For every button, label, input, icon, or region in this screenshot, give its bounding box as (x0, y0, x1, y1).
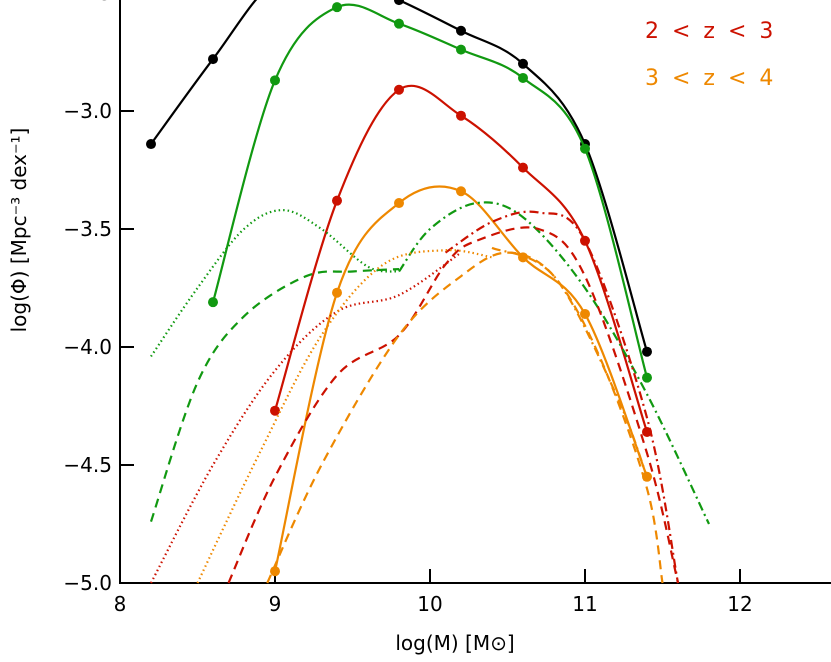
y-tick-label: −2.5 (63, 0, 112, 5)
x-axis-label: log(M) [M⊙] (395, 631, 514, 655)
series-line (273, 185, 649, 572)
series-line (150, 0, 649, 353)
point (332, 287, 342, 298)
point (456, 110, 466, 121)
x-tick-label: 9 (269, 592, 282, 616)
point (580, 308, 590, 319)
series-line (444, 210, 680, 584)
point (270, 75, 280, 86)
point (642, 346, 652, 357)
point (394, 198, 404, 209)
series-line (266, 251, 664, 584)
point (394, 0, 404, 6)
point (208, 54, 218, 65)
series-line (398, 201, 710, 525)
x-tick-label: 8 (114, 592, 127, 616)
point (332, 2, 342, 13)
point (580, 235, 590, 246)
y-tick-label: −3.0 (63, 99, 112, 123)
series-line (211, 3, 649, 378)
y-axis-label: log(Φ) [Mpc⁻³ dex⁻¹] (7, 128, 31, 333)
point (332, 195, 342, 206)
point (270, 405, 280, 416)
point (642, 372, 652, 383)
x-tick-label: 10 (417, 592, 442, 616)
y-tick-label: −4.5 (63, 453, 112, 477)
y-tick-label: −3.5 (63, 217, 112, 241)
series-line (149, 268, 400, 522)
point (394, 18, 404, 29)
x-tick-label: 11 (572, 592, 597, 616)
point (518, 162, 528, 173)
y-tick-label: −4.0 (63, 335, 112, 359)
point (580, 143, 590, 154)
point (456, 25, 466, 36)
series-line (273, 84, 649, 433)
point (456, 44, 466, 55)
series-line (491, 246, 649, 478)
point (394, 84, 404, 95)
series-line (150, 251, 462, 584)
point (518, 72, 528, 83)
point (208, 297, 218, 308)
x-tick-label: 12 (727, 592, 752, 616)
legend-label: 3 < z < 4 (645, 66, 776, 91)
legend-label: 2 < z < 3 (645, 19, 776, 44)
point (518, 58, 528, 69)
series-line (196, 249, 493, 584)
series-line (227, 226, 680, 584)
point (146, 139, 156, 150)
point (456, 186, 466, 197)
y-tick-label: −5.0 (63, 571, 112, 595)
